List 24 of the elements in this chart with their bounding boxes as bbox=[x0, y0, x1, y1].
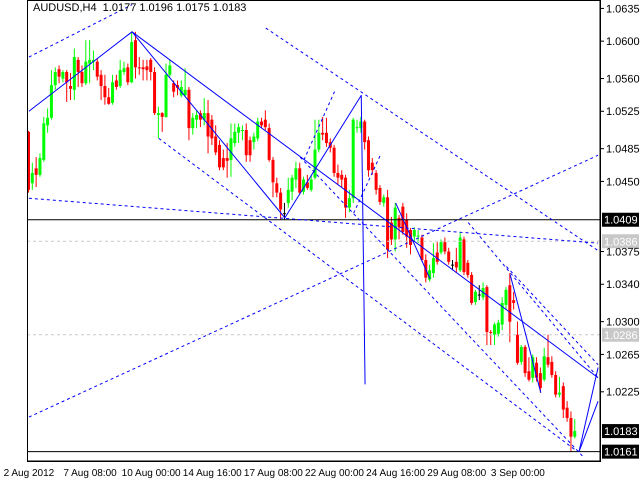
x-tick-label: 10 Aug 00:00 bbox=[122, 468, 182, 479]
y-tick-label: 1.0340 bbox=[606, 279, 640, 292]
y-tick-label: 1.0485 bbox=[606, 144, 640, 156]
y-tick-label: 1.0525 bbox=[606, 106, 640, 118]
y-tick-label: 1.0300 bbox=[606, 316, 640, 329]
x-tick-label: 24 Aug 16:00 bbox=[366, 468, 426, 479]
y-tick-label: 1.0375 bbox=[606, 246, 640, 258]
chart-title: AUDUSD,H4 1.0177 1.0196 1.0175 1.0183 bbox=[33, 2, 246, 14]
y-tick-label: 1.0225 bbox=[606, 386, 640, 399]
x-tick-label: 2 Aug 2012 bbox=[4, 468, 55, 479]
y-tick-label: 1.0635 bbox=[606, 3, 640, 16]
x-tick-label: 17 Aug 08:00 bbox=[244, 468, 304, 479]
ref-line-label: 1.0409 bbox=[604, 214, 638, 227]
text: 1.0183 bbox=[604, 426, 638, 438]
x-tick-label: 22 Aug 00:00 bbox=[305, 468, 364, 479]
x-tick-label: 3 Sep 00:00 bbox=[490, 468, 546, 479]
y-tick-label: 1.0560 bbox=[606, 73, 640, 86]
y-tick-label: 1.0265 bbox=[606, 349, 640, 362]
x-tick-label: 7 Aug 08:00 bbox=[63, 468, 118, 479]
y-tick-label: 1.0450 bbox=[606, 176, 640, 188]
ref-line-label: 1.0161 bbox=[604, 446, 638, 459]
x-tick-label: 14 Aug 16:00 bbox=[182, 468, 242, 479]
y-tick-label: 1.0600 bbox=[606, 36, 640, 48]
x-tick-label: 29 Aug 08:00 bbox=[427, 468, 487, 479]
